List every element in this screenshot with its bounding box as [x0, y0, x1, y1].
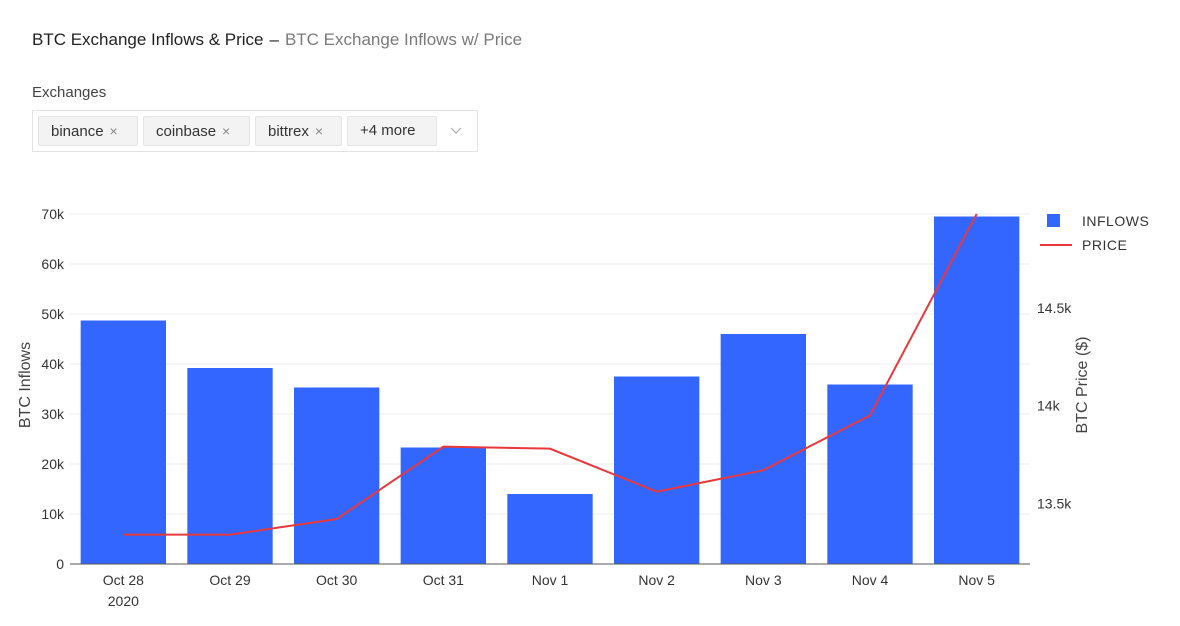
legend-inflows-swatch [1047, 214, 1060, 227]
chip-label: coinbase [156, 123, 217, 140]
remove-bittrex-icon[interactable]: × [314, 123, 324, 139]
inflow-bar [720, 334, 806, 564]
x-tick-label: Oct 28 [103, 572, 144, 588]
y-tick-label: 20k [41, 456, 65, 472]
inflow-bar [827, 384, 913, 564]
inflow-bar [80, 320, 166, 564]
y-tick-label: 40k [41, 356, 65, 372]
x-tick-label: Nov 1 [532, 572, 569, 588]
remove-binance-icon[interactable]: × [109, 123, 118, 139]
inflow-bar [294, 387, 380, 564]
legend-inflows-label: INFLOWS [1082, 213, 1149, 229]
price-line-group [123, 213, 978, 536]
x-tick-year-label: 2020 [108, 593, 139, 609]
y-right-tick-label: 14k [1037, 398, 1061, 414]
y-tick-label: 50k [41, 306, 65, 322]
axes: 0 10k 20k 30k 40k 50k 60k 70k 13.5k 14k 14.5k Oct 2… [41, 206, 1072, 609]
x-tick-label: Nov 2 [638, 572, 675, 588]
remove-coinbase-icon[interactable]: × [222, 123, 231, 139]
chart-subtitle: BTC Exchange Inflows w/ Price [284, 30, 523, 49]
inflows-bars [80, 216, 1020, 564]
legend: INFLOWS PRICE [1040, 213, 1149, 253]
chip-label: bittrex [268, 123, 309, 140]
title-separator: – [269, 30, 279, 49]
more-exchanges-chip[interactable]: +4 more [347, 116, 437, 146]
y-axis-left-title: BTC Inflows [17, 342, 34, 428]
legend-price-label: PRICE [1082, 237, 1127, 253]
inflow-bar [934, 216, 1020, 564]
x-tick-label: Oct 31 [423, 572, 464, 588]
y-tick-label: 0 [56, 556, 64, 572]
x-tick-label: Nov 5 [958, 572, 995, 588]
inflow-bar [507, 494, 593, 564]
y-right-tick-label: 13.5k [1037, 495, 1072, 511]
x-tick-label: Oct 29 [209, 572, 250, 588]
y-tick-label: 30k [41, 406, 65, 422]
y-tick-label: 70k [41, 206, 65, 222]
exchanges-multiselect[interactable]: binance × coinbase × bittrex × +4 more [32, 110, 478, 152]
price-line [123, 213, 978, 536]
y-axis-right-title: BTC Price ($) [1074, 337, 1091, 434]
chart-header: BTC Exchange Inflows & Price – BTC Exchang… [32, 30, 522, 50]
x-tick-label: Nov 4 [852, 572, 889, 588]
x-tick-label: Oct 30 [316, 572, 357, 588]
exchanges-filter-label: Exchanges [32, 84, 107, 101]
inflow-bar [614, 376, 700, 564]
chart-title: BTC Exchange Inflows & Price [32, 30, 264, 49]
chip-coinbase: coinbase × [143, 116, 250, 146]
inflow-bar [400, 447, 486, 564]
x-tick-label: Nov 3 [745, 572, 782, 588]
chip-bittrex: bittrex × [255, 116, 342, 146]
chip-label: binance [51, 123, 104, 140]
y-tick-label: 10k [41, 506, 65, 522]
y-tick-label: 60k [41, 256, 65, 272]
chevron-down-icon[interactable] [449, 124, 463, 138]
y-right-tick-label: 14.5k [1037, 300, 1072, 316]
chip-binance: binance × [38, 116, 138, 146]
